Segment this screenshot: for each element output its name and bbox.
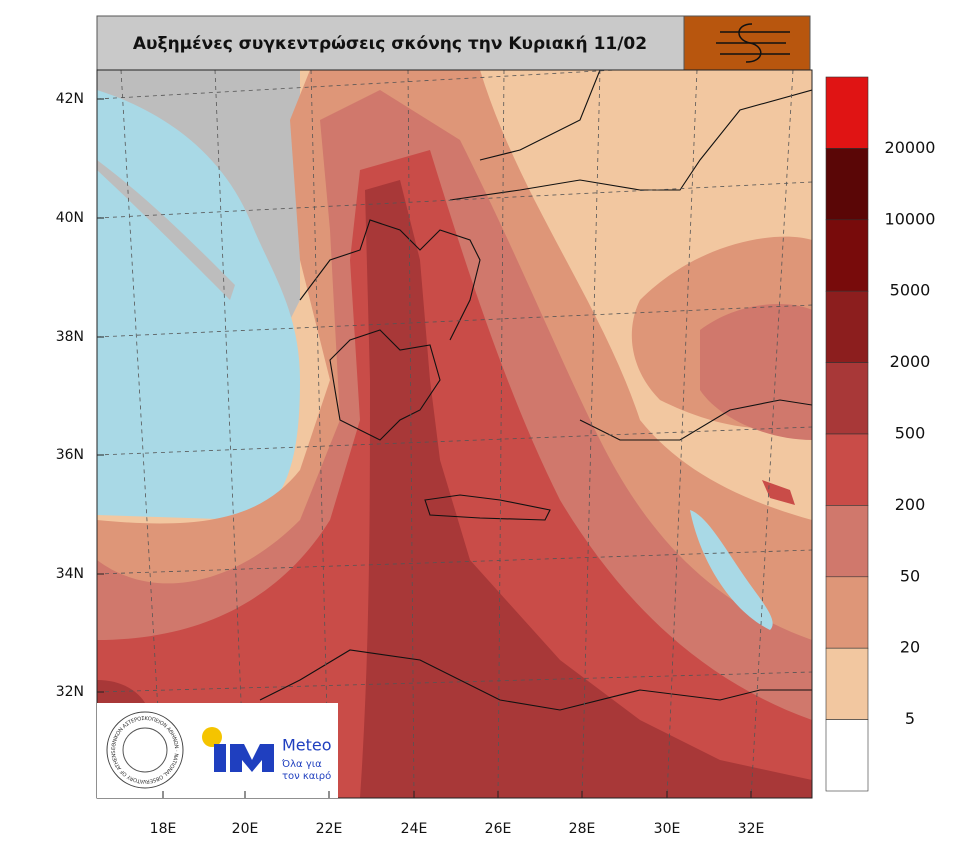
colorbar-band: [825, 76, 869, 149]
colorbar-label: 2000: [890, 352, 931, 371]
colorbar-label: 5: [905, 709, 915, 728]
lat-label: 38N: [56, 329, 84, 345]
colorbar-band: [825, 576, 869, 649]
seal-inner: [122, 727, 168, 773]
colorbar-band: [825, 647, 869, 720]
map: [97, 70, 812, 798]
lat-label: 42N: [56, 91, 84, 107]
lon-grid: [120, 70, 164, 798]
lon-grid: [581, 70, 601, 798]
colorbar-band: [825, 219, 869, 292]
map-frame: [96, 69, 813, 799]
lon-grid: [497, 70, 505, 798]
lat-label: 32N: [56, 684, 84, 700]
lon-grid: [310, 70, 330, 798]
lon-grid: [666, 70, 698, 798]
lat-label: 40N: [56, 210, 84, 226]
logo-symbol: [716, 23, 790, 63]
colorbar-label: 500: [895, 424, 926, 443]
tagline: Όλα για: [281, 758, 322, 770]
meteo-mark: [214, 744, 274, 772]
colorbar-label: 20000: [885, 138, 936, 157]
lon-label: 24E: [401, 821, 428, 837]
lat-label: 34N: [56, 566, 84, 582]
lon-label: 26E: [485, 821, 512, 837]
colorbar-label: 5000: [890, 281, 931, 300]
colorbar-band: [825, 148, 869, 221]
colorbar-label: 10000: [885, 209, 936, 228]
title: Αυξημένες συγκεντρώσεις σκόνης την Κυρια…: [133, 34, 647, 54]
lon-label: 28E: [569, 821, 596, 837]
brand: Meteo: [282, 736, 332, 755]
lon-grid: [407, 70, 415, 798]
lon-label: 32E: [738, 821, 765, 837]
lat-label: 36N: [56, 447, 84, 463]
colorbar-label: 20: [900, 638, 920, 657]
colorbar-label: 200: [895, 495, 926, 514]
lon-grid: [750, 70, 794, 798]
lon-label: 18E: [150, 821, 177, 837]
seal: [106, 711, 184, 789]
colorbar: 20000 10000 5000 2000 500 200 50 20 5: [825, 76, 936, 792]
title-bar: [96, 15, 685, 71]
colorbar-band: [825, 719, 869, 792]
lon-label: 30E: [654, 821, 681, 837]
tagline: τον καιρό: [282, 770, 331, 782]
lon-label: 20E: [232, 821, 259, 837]
colorbar-band: [825, 362, 869, 435]
colorbar-band: [825, 505, 869, 578]
colorbar-label: 50: [900, 566, 920, 585]
colorbar-band: [825, 290, 869, 363]
lon-label: 22E: [316, 821, 343, 837]
lon-grid: [214, 70, 246, 798]
sun: [202, 727, 222, 747]
colorbar-band: [825, 433, 869, 506]
